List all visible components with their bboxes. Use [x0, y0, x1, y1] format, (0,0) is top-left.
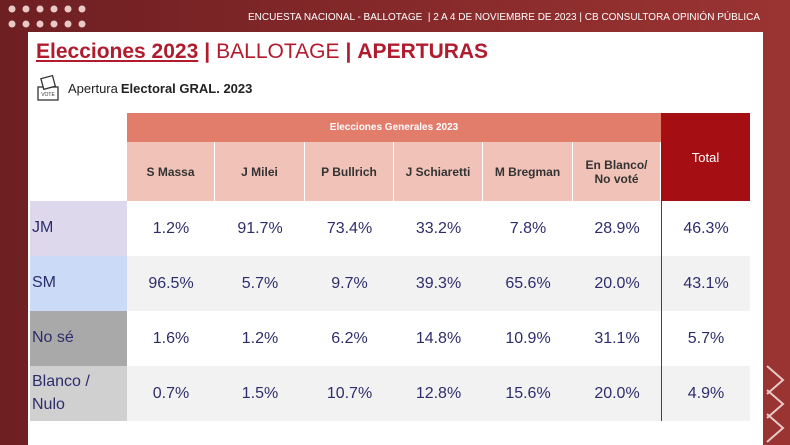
column-header: S Massa	[127, 142, 215, 201]
cell: 65.6%	[505, 274, 551, 292]
cell: 73.4%	[326, 219, 373, 237]
cell: 31.1%	[594, 329, 640, 347]
header-text: ENCUESTA NACIONAL - BALLOTAGE | 2 A 4 DE…	[247, 12, 760, 23]
cell: 1.2%	[152, 219, 190, 237]
title-separator: |	[204, 40, 211, 63]
cell: 20.0%	[594, 384, 640, 402]
cell: 33.2%	[415, 219, 462, 237]
column-header: M Bregman	[483, 142, 573, 201]
cell: 14.8%	[415, 329, 462, 347]
cell: 1.6%	[152, 329, 190, 347]
total-cell: 4.9%	[661, 366, 750, 421]
total-cell: 5.7%	[661, 311, 750, 366]
cell: 5.7%	[241, 274, 279, 292]
subtitle-emphasis: Electoral GRAL. 2023	[120, 81, 253, 96]
title-highlight: APERTURAS	[357, 40, 489, 63]
column-header: En Blanco/ No voté	[573, 142, 661, 201]
column-header: P Bullrich	[305, 142, 394, 201]
column-header: J Schiaretti	[394, 142, 483, 201]
icon-label: VOTE	[41, 92, 55, 98]
row-label: Blanco / Nulo	[30, 366, 127, 421]
row-background	[127, 366, 750, 421]
cell: 28.9%	[594, 219, 640, 237]
subtitle-prefix: Apertura	[68, 81, 118, 96]
subtitle: Apertura Electoral GRAL. 2023	[68, 81, 252, 96]
group-header: Elecciones Generales 2023	[127, 113, 661, 142]
cell: 10.9%	[505, 329, 551, 347]
ballot-icon: VOTE	[37, 74, 59, 101]
total-cell: 43.1%	[661, 256, 750, 311]
cell: 10.7%	[326, 384, 373, 402]
cell: 1.5%	[241, 384, 279, 402]
cell: 6.2%	[331, 329, 368, 347]
cell: 7.8%	[509, 219, 547, 237]
cell: 0.7%	[152, 384, 190, 402]
cell: 1.2%	[241, 329, 279, 347]
row-label: No sé	[30, 311, 127, 366]
title-main: Elecciones 2023	[36, 40, 199, 63]
cell: 91.7%	[237, 219, 283, 237]
chevron-decoration	[766, 365, 785, 443]
row-background	[127, 311, 750, 366]
cell: 39.3%	[415, 274, 462, 292]
title: Elecciones 2023 | BALLOTAGE | APERTURAS	[36, 40, 494, 64]
total-header: Total	[661, 113, 750, 201]
cell: 15.6%	[505, 384, 551, 402]
cell: 96.5%	[148, 274, 194, 292]
cell: 12.8%	[415, 384, 462, 402]
dots-decoration	[8, 5, 86, 28]
column-header: J Milei	[215, 142, 305, 201]
title-separator: |	[345, 40, 352, 63]
total-cell: 46.3%	[661, 201, 750, 256]
row-background	[127, 256, 750, 311]
row-label: JM	[30, 201, 127, 256]
content-card: Elecciones 2023 | BALLOTAGE | APERTURAS VOTE…	[28, 32, 763, 445]
cell: 20.0%	[594, 274, 640, 292]
title-middle: BALLOTAGE	[216, 40, 340, 63]
row-background	[127, 201, 750, 256]
row-label: SM	[30, 256, 127, 311]
cell: 9.7%	[331, 274, 368, 292]
